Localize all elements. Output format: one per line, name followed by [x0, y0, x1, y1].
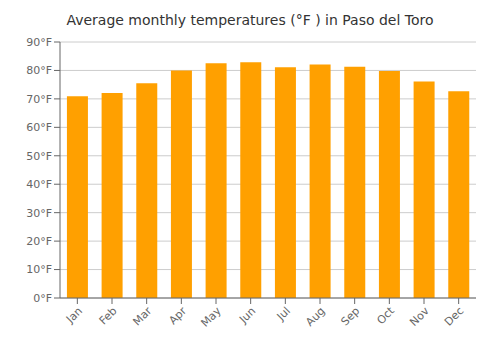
- svg-text:0°F: 0°F: [33, 292, 52, 305]
- svg-text:Nov: Nov: [407, 304, 432, 329]
- svg-text:90°F: 90°F: [26, 36, 52, 49]
- svg-text:Mar: Mar: [130, 304, 154, 328]
- svg-text:Aug: Aug: [303, 304, 327, 328]
- svg-text:20°F: 20°F: [26, 235, 52, 248]
- svg-text:10°F: 10°F: [26, 263, 52, 276]
- svg-text:40°F: 40°F: [26, 178, 52, 191]
- svg-text:30°F: 30°F: [26, 207, 52, 220]
- svg-text:May: May: [198, 304, 224, 330]
- svg-text:Jun: Jun: [236, 304, 258, 326]
- svg-text:Oct: Oct: [374, 304, 397, 327]
- svg-text:Apr: Apr: [166, 304, 189, 327]
- svg-text:Jul: Jul: [274, 304, 293, 323]
- svg-text:Jan: Jan: [63, 304, 85, 326]
- svg-text:Feb: Feb: [97, 304, 120, 327]
- html-text:Average monthly temperatures (: Average monthly temperatures (°F ) in Pa…: [66, 12, 434, 28]
- svg-text:70°F: 70°F: [26, 93, 52, 106]
- svg-text:60°F: 60°F: [26, 121, 52, 134]
- svg-text:80°F: 80°F: [26, 64, 52, 77]
- svg-text:50°F: 50°F: [26, 150, 52, 163]
- svg-text:Dec: Dec: [442, 304, 466, 328]
- svg-text:Sep: Sep: [338, 304, 362, 328]
